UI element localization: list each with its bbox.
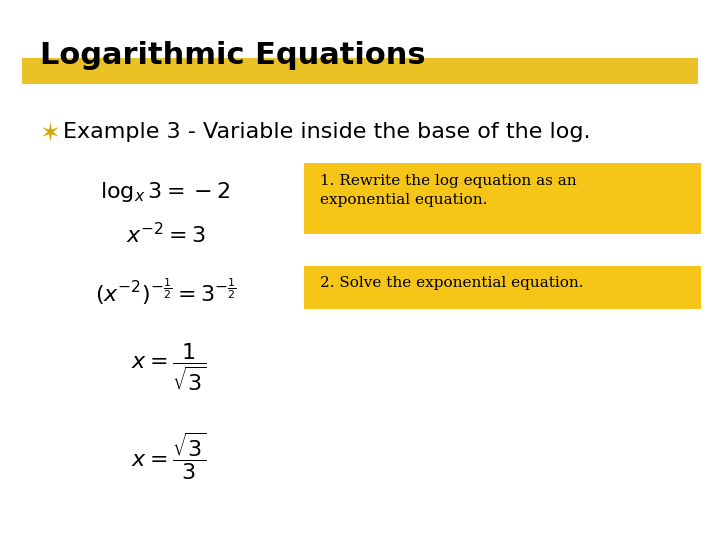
FancyBboxPatch shape — [304, 266, 701, 309]
FancyBboxPatch shape — [304, 163, 701, 234]
Text: ✶: ✶ — [40, 122, 60, 145]
Text: $\left(x^{-2}\right)^{-\frac{1}{2}} = 3^{-\frac{1}{2}}$: $\left(x^{-2}\right)^{-\frac{1}{2}} = 3^… — [95, 276, 236, 307]
Text: Logarithmic Equations: Logarithmic Equations — [40, 40, 426, 70]
Text: $x = \dfrac{1}{\sqrt{3}}$: $x = \dfrac{1}{\sqrt{3}}$ — [132, 341, 207, 393]
Text: $x^{-2} = 3$: $x^{-2} = 3$ — [125, 222, 206, 247]
Text: $x = \dfrac{\sqrt{3}}{3}$: $x = \dfrac{\sqrt{3}}{3}$ — [132, 431, 207, 482]
Text: Example 3 - Variable inside the base of the log.: Example 3 - Variable inside the base of … — [63, 122, 590, 141]
Text: 1. Rewrite the log equation as an
exponential equation.: 1. Rewrite the log equation as an expone… — [320, 174, 577, 207]
Text: 2. Solve the exponential equation.: 2. Solve the exponential equation. — [320, 276, 584, 291]
FancyBboxPatch shape — [22, 58, 698, 84]
Text: $\log_x 3 = -2$: $\log_x 3 = -2$ — [101, 180, 230, 204]
